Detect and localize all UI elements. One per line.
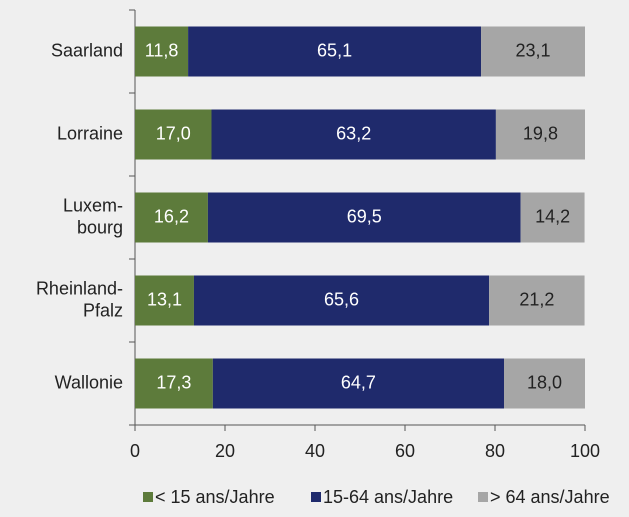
bar-segment bbox=[135, 275, 194, 326]
bar-segment bbox=[212, 358, 504, 409]
value-label: 23,1 bbox=[516, 40, 551, 60]
value-label: 69,5 bbox=[347, 206, 382, 226]
bar-segment bbox=[504, 358, 585, 409]
category-label-line: bourg bbox=[77, 217, 123, 237]
x-tick-label: 0 bbox=[130, 441, 140, 461]
value-label: 65,1 bbox=[317, 40, 352, 60]
bar-segment bbox=[135, 109, 212, 160]
x-tick-label: 60 bbox=[395, 441, 415, 461]
category-label: Rheinland-Pfalz bbox=[36, 278, 123, 320]
category-label-line: Rheinland- bbox=[36, 278, 123, 298]
bar-segment bbox=[481, 26, 585, 77]
value-label: 17,0 bbox=[156, 123, 191, 143]
legend-swatch bbox=[311, 492, 321, 502]
x-tick-label: 80 bbox=[485, 441, 505, 461]
bar-segment bbox=[495, 109, 585, 160]
bar-segment bbox=[135, 26, 189, 77]
category-label: Saarland bbox=[51, 40, 123, 60]
bar-segment bbox=[520, 192, 585, 243]
legend-swatch bbox=[478, 492, 488, 502]
bar-segment bbox=[207, 192, 521, 243]
legend-swatch bbox=[143, 492, 153, 502]
bar-segment bbox=[193, 275, 490, 326]
category-label-line: Luxem- bbox=[63, 195, 123, 215]
value-label: 14,2 bbox=[535, 206, 570, 226]
category-label: Lorraine bbox=[57, 123, 123, 143]
category-label-line: Pfalz bbox=[83, 300, 123, 320]
value-label: 16,2 bbox=[154, 206, 189, 226]
value-label: 19,8 bbox=[523, 123, 558, 143]
legend-label: > 64 ans/Jahre bbox=[490, 487, 610, 507]
value-label: 64,7 bbox=[341, 372, 376, 392]
category-label: Luxem-bourg bbox=[63, 195, 123, 237]
bar-segment bbox=[135, 192, 208, 243]
value-label: 65,6 bbox=[324, 289, 359, 309]
legend-label: < 15 ans/Jahre bbox=[155, 487, 275, 507]
value-label: 21,2 bbox=[519, 289, 554, 309]
bar-segment bbox=[188, 26, 482, 77]
value-label: 17,3 bbox=[156, 372, 191, 392]
x-tick-label: 20 bbox=[215, 441, 235, 461]
value-label: 63,2 bbox=[336, 123, 371, 143]
bar-segment bbox=[211, 109, 496, 160]
x-tick-label: 40 bbox=[305, 441, 325, 461]
category-label: Wallonie bbox=[55, 372, 123, 392]
value-label: 13,1 bbox=[147, 289, 182, 309]
value-label: 18,0 bbox=[527, 372, 562, 392]
value-label: 11,8 bbox=[145, 40, 179, 60]
bar-segment bbox=[135, 358, 213, 409]
x-tick-label: 100 bbox=[570, 441, 600, 461]
legend-label: 15-64 ans/Jahre bbox=[323, 487, 453, 507]
bar-segment bbox=[489, 275, 585, 326]
